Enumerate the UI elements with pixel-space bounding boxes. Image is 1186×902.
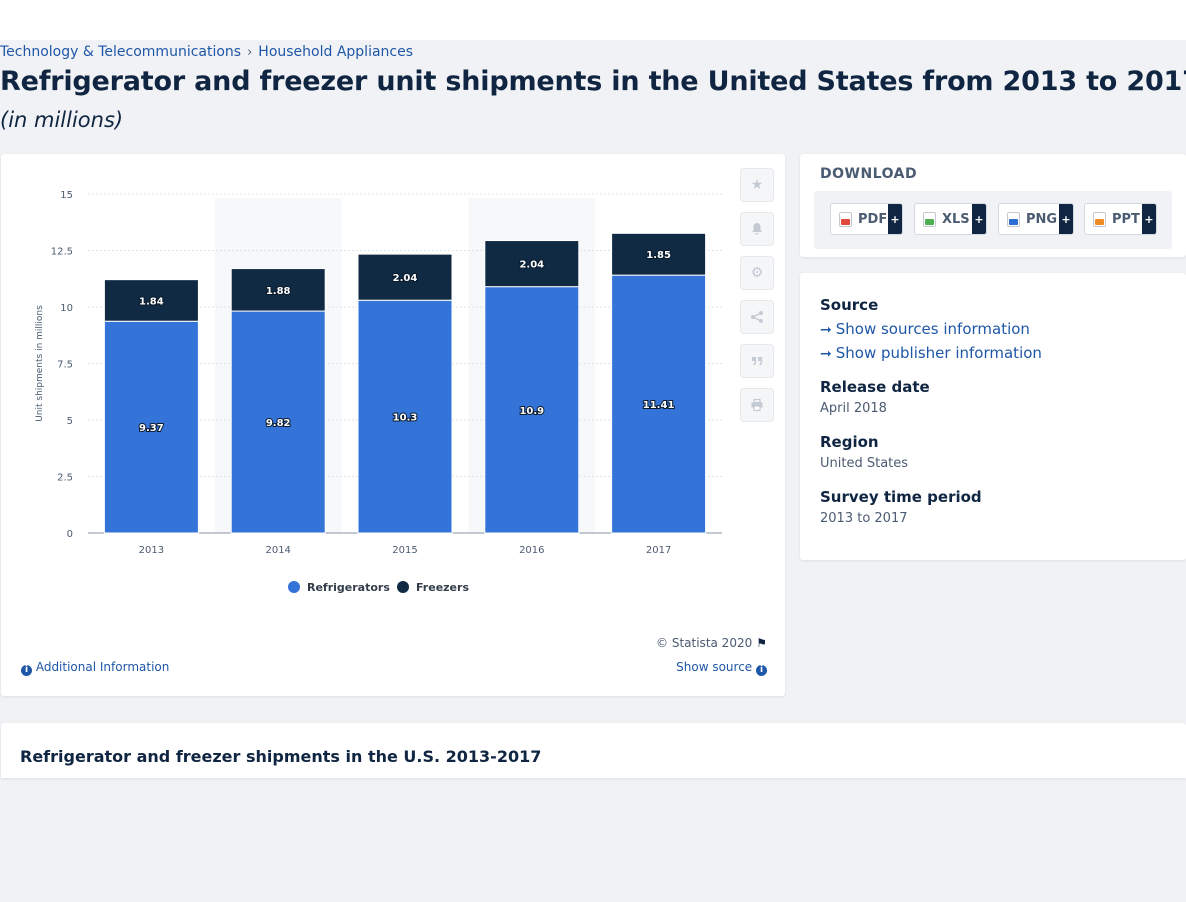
y-tick-label: 15 [60, 190, 73, 201]
plus-icon: + [972, 204, 986, 234]
chart-card: 0 2.5 5 7.5 10 12.5 15 Unit shipments in millio… [1, 154, 785, 696]
xls-file-icon [923, 211, 936, 227]
source-card: Source ➞ Show sources information ➞ Show p… [800, 273, 1186, 560]
data-label-freezers-2013: 1.84 [139, 296, 164, 307]
x-tick-label: 2017 [646, 545, 671, 556]
breadcrumb-separator: › [247, 45, 253, 60]
gear-icon[interactable]: ⚙ [740, 256, 774, 290]
page-subtitle: (in millions) [0, 108, 124, 132]
plus-icon: + [888, 204, 902, 234]
y-tick-label: 10 [60, 303, 73, 314]
share-icon[interactable] [740, 300, 774, 334]
bar-freezers-2015 [357, 253, 453, 301]
download-card: DOWNLOAD PDF + XLS + PNG + PPT + [800, 154, 1186, 257]
legend-label-freezers: Freezers [416, 581, 469, 594]
download-ppt-label: PPT [1112, 211, 1140, 227]
download-buttons: PDF + XLS + PNG + PPT + [814, 191, 1172, 249]
top-navigation-bar [0, 0, 1186, 40]
x-tick-label: 2016 [519, 545, 544, 556]
bar-freezers-2017 [611, 232, 707, 276]
arrow-right-icon: ➞ [820, 346, 832, 362]
data-label-refrigerators-2014: 9.82 [266, 418, 291, 429]
bar-refrigerators-2013 [103, 320, 199, 534]
chart-toolbar: ★ ⚙ [740, 168, 774, 432]
download-pdf-button[interactable]: PDF + [830, 203, 903, 235]
show-source-label: Show source [676, 660, 753, 674]
x-tick-label: 2014 [265, 545, 290, 556]
bar-refrigerators-2017 [611, 274, 707, 534]
plus-icon: + [1059, 204, 1073, 234]
breadcrumb-category-link[interactable]: Technology & Telecommunications [0, 44, 242, 60]
ppt-file-icon [1093, 211, 1106, 227]
bar-refrigerators-2015 [357, 299, 453, 534]
pdf-file-icon [839, 211, 852, 227]
data-label-refrigerators-2016: 10.9 [519, 406, 544, 417]
bar-refrigerators-2014 [230, 310, 326, 534]
bar-freezers-2016 [484, 240, 580, 288]
show-sources-link[interactable]: ➞ Show sources information [820, 320, 1030, 338]
breadcrumb-subcategory-link[interactable]: Household Appliances [258, 44, 414, 60]
bar-freezers-2013 [103, 279, 199, 322]
copyright-text: © Statista 2020 [656, 636, 753, 650]
download-pdf-label: PDF [858, 211, 888, 227]
download-xls-label: XLS [942, 211, 970, 227]
region-label: Region [820, 433, 879, 451]
statista-copyright: © Statista 2020 ⚑ [656, 636, 767, 650]
png-file-icon [1007, 211, 1020, 227]
source-label: Source [820, 296, 879, 314]
release-date-label: Release date [820, 378, 930, 396]
arrow-right-icon: ➞ [820, 322, 832, 338]
related-statistic-title[interactable]: Refrigerator and freezer shipments in th… [20, 747, 542, 766]
x-tick-label: 2015 [392, 545, 417, 556]
bell-icon[interactable] [740, 212, 774, 246]
download-title: DOWNLOAD [820, 166, 918, 182]
show-source-link[interactable]: Show source i [676, 660, 767, 676]
bar-refrigerators-2016 [484, 286, 580, 534]
star-icon[interactable]: ★ [740, 168, 774, 202]
flag-icon[interactable]: ⚑ [756, 636, 767, 650]
x-tick-label: 2013 [139, 545, 164, 556]
region-value: United States [820, 456, 909, 471]
chart: 0 2.5 5 7.5 10 12.5 15 Unit shipments in millio… [35, 190, 722, 594]
survey-period-value: 2013 to 2017 [820, 511, 908, 526]
y-tick-label: 12.5 [51, 247, 73, 258]
download-ppt-button[interactable]: PPT + [1084, 203, 1157, 235]
show-publisher-link[interactable]: ➞ Show publisher information [820, 344, 1042, 362]
additional-information-link[interactable]: i Additional Information [21, 660, 169, 676]
show-sources-label: Show sources information [835, 320, 1030, 338]
data-label-refrigerators-2013: 9.37 [139, 423, 164, 434]
data-label-freezers-2017: 1.85 [646, 250, 671, 261]
plus-icon: + [1142, 204, 1156, 234]
quote-icon[interactable] [740, 344, 774, 378]
related-statistic-card: Refrigerator and freezer shipments in th… [1, 723, 1186, 778]
data-label-refrigerators-2015: 10.3 [393, 413, 418, 424]
show-publisher-label: Show publisher information [835, 344, 1042, 362]
page-title: Refrigerator and freezer unit shipments … [0, 66, 1186, 97]
info-icon: i [756, 665, 767, 676]
y-tick-label: 7.5 [57, 360, 73, 371]
download-png-button[interactable]: PNG + [998, 203, 1074, 235]
y-tick-label: 5 [67, 416, 73, 427]
legend-label-refrigerators: Refrigerators [307, 581, 390, 594]
legend-swatch-freezers [397, 581, 409, 593]
y-tick-label: 2.5 [57, 473, 73, 484]
additional-information-label: Additional Information [35, 660, 170, 674]
data-label-freezers-2014: 1.88 [266, 286, 291, 297]
bar-freezers-2014 [230, 268, 326, 312]
data-label-freezers-2016: 2.04 [519, 260, 544, 271]
y-axis-title: Unit shipments in millions [35, 305, 45, 422]
breadcrumb: Technology & Telecommunications › Househol… [0, 44, 413, 60]
legend-swatch-refrigerators [288, 581, 300, 593]
info-icon: i [21, 665, 32, 676]
data-label-freezers-2015: 2.04 [393, 273, 418, 284]
release-date-value: April 2018 [820, 401, 887, 416]
download-xls-button[interactable]: XLS + [914, 203, 987, 235]
data-label-refrigerators-2017: 11.41 [643, 400, 675, 411]
y-tick-label: 0 [67, 529, 73, 540]
print-icon[interactable] [740, 388, 774, 422]
download-png-label: PNG [1026, 211, 1058, 227]
survey-period-label: Survey time period [820, 488, 982, 506]
